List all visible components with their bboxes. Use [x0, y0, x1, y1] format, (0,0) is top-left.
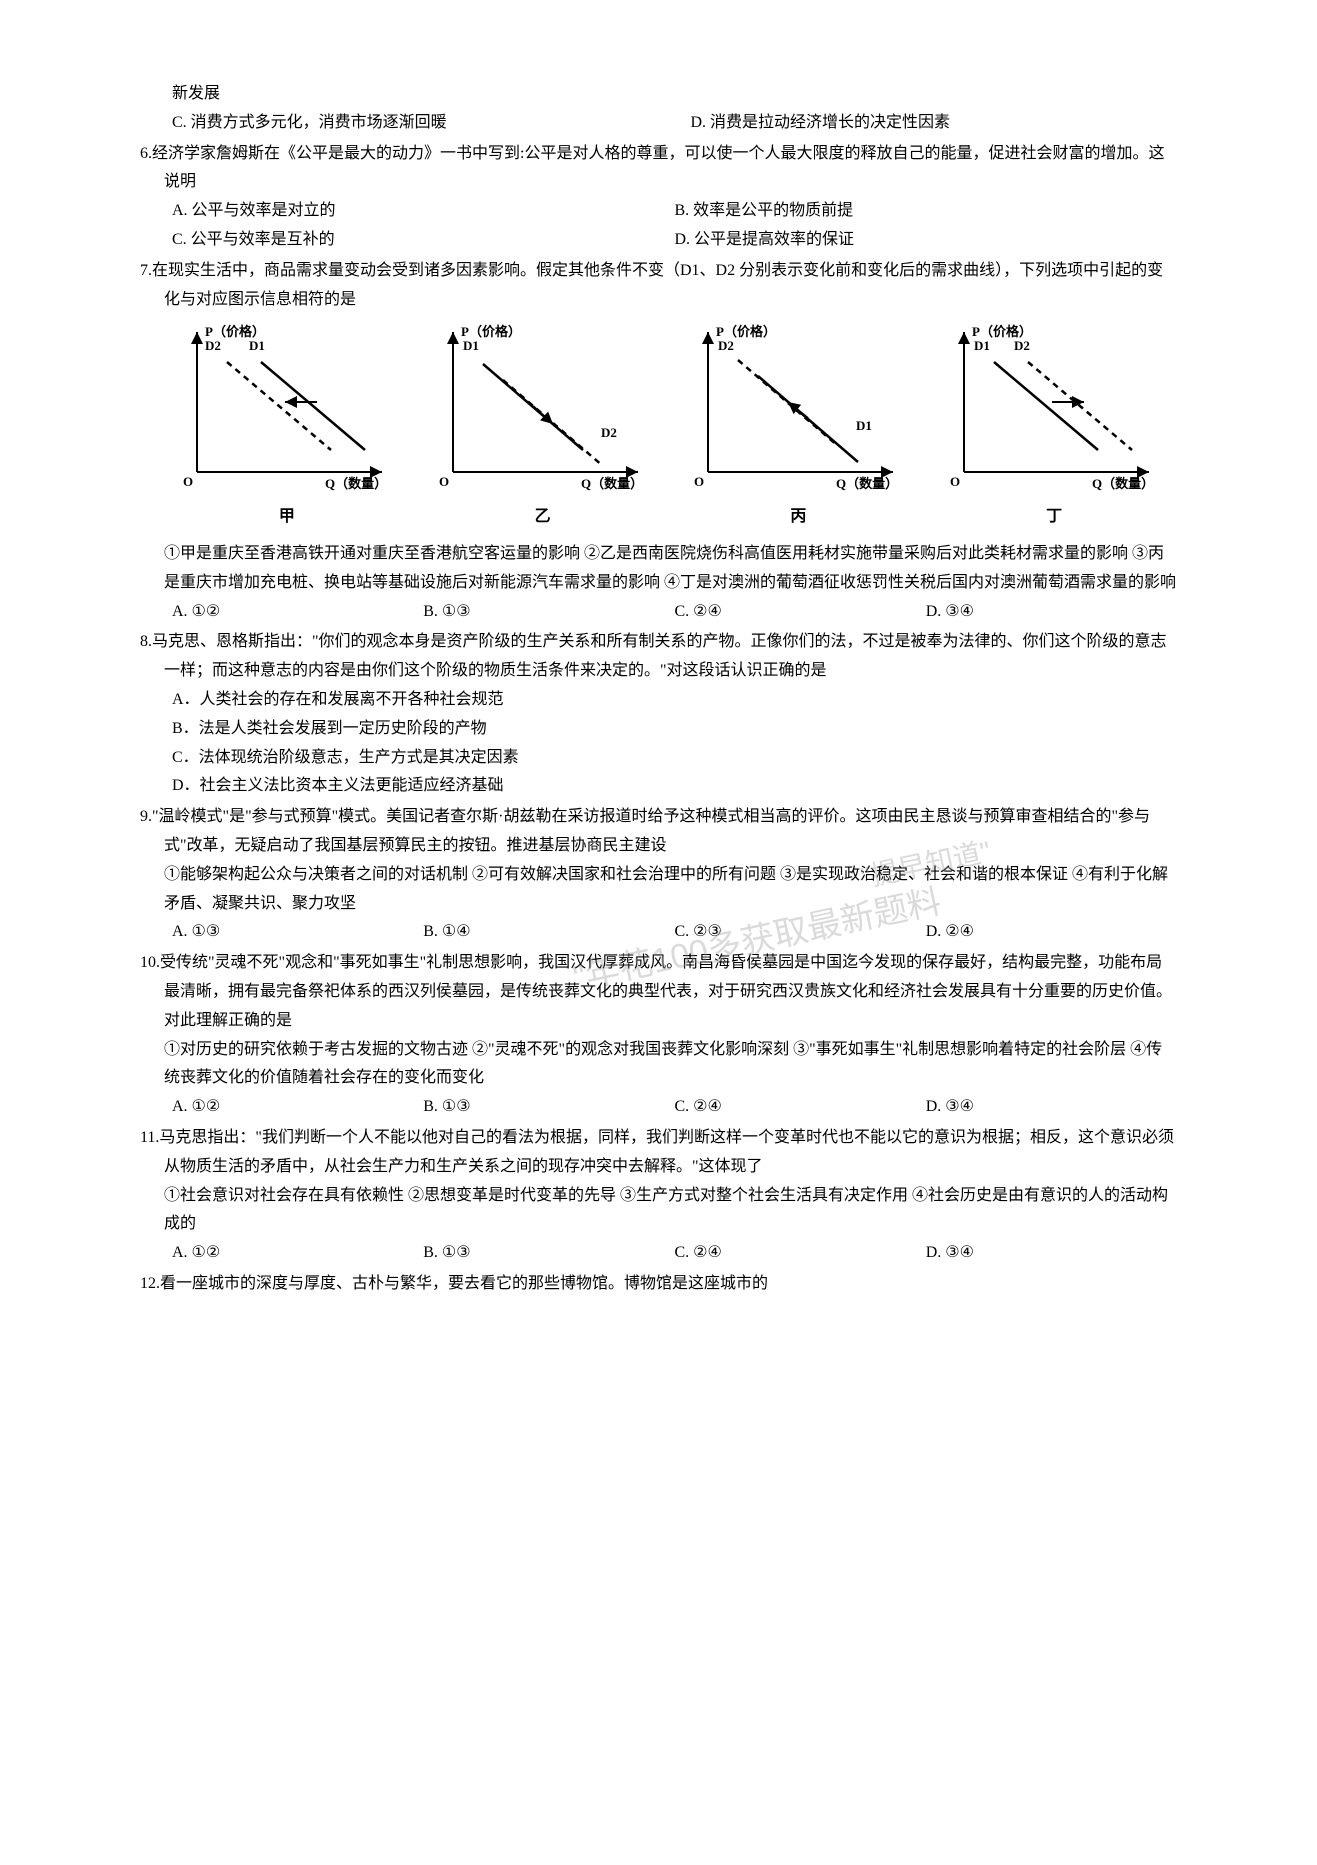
- question-5-continuation: 新发展 C. 消费方式多元化，消费市场逐渐回暖 D. 消费是拉动经济增长的决定性…: [140, 80, 1177, 138]
- q6-option-d: D. 公平是提高效率的保证: [675, 226, 1178, 255]
- svg-text:D2: D2: [601, 425, 617, 440]
- q5-option-c: C. 消费方式多元化，消费市场逐渐回暖: [172, 109, 675, 138]
- q7-option-a: A. ①②: [172, 598, 423, 627]
- q11-option-a: A. ①②: [172, 1239, 423, 1268]
- svg-text:P（价格）: P（价格）: [716, 324, 776, 339]
- q7-chart-label-yi: 乙: [433, 503, 653, 532]
- q10-items: ①对历史的研究依赖于考古发掘的文物古迹 ②"灵魂不死"的观念对我国丧葬文化影响深…: [140, 1036, 1177, 1094]
- svg-text:O: O: [183, 474, 193, 489]
- q10-option-b: B. ①③: [423, 1093, 674, 1122]
- svg-text:Q（数量）: Q（数量）: [581, 476, 643, 491]
- svg-text:D1: D1: [974, 338, 990, 353]
- question-12: 12.看一座城市的深度与厚度、古朴与繁华，要去看它的那些博物馆。博物馆是这座城市…: [140, 1270, 1177, 1299]
- svg-text:O: O: [950, 474, 960, 489]
- q7-chart-label-bing: 丙: [688, 503, 908, 532]
- q6-option-a: A. 公平与效率是对立的: [172, 197, 675, 226]
- q7-stem: 7.在现实生活中，商品需求量变动会受到诸多因素影响。假定其他条件不变（D1、D2…: [140, 257, 1177, 315]
- q9-option-a: A. ①③: [172, 918, 423, 947]
- q11-option-b: B. ①③: [423, 1239, 674, 1268]
- q9-stem: 9."温岭模式"是"参与式预算"模式。美国记者查尔斯·胡兹勒在采访报道时给予这种…: [140, 803, 1177, 861]
- q8-stem: 8.马克思、恩格斯指出："你们的观念本身是资产阶级的生产关系和所有制关系的产物。…: [140, 628, 1177, 686]
- q10-stem: 10.受传统"灵魂不死"观念和"事死如事生"礼制思想影响，我国汉代厚葬成风。南昌…: [140, 949, 1177, 1035]
- svg-text:Q（数量）: Q（数量）: [1092, 476, 1154, 491]
- svg-text:Q（数量）: Q（数量）: [325, 476, 387, 491]
- q7-chart-bing: P（价格） Q（数量） O D1 D2 丙: [688, 322, 908, 532]
- q7-chart-ding: P（价格） Q（数量） O D1 D2 丁: [944, 322, 1164, 532]
- svg-text:O: O: [694, 474, 704, 489]
- question-11: 11.马克思指出："我们判断一个人不能以他对自己的看法为根据，同样，我们判断这样…: [140, 1124, 1177, 1268]
- q7-chart-jia: P（价格） Q（数量） O D1 D2 甲: [177, 322, 397, 532]
- q8-option-d: D．社会主义法比资本主义法更能适应经济基础: [140, 772, 1177, 801]
- q8-option-c: C．法体现统治阶级意志，生产方式是其决定因素: [140, 744, 1177, 773]
- q10-option-d: D. ③④: [926, 1093, 1177, 1122]
- q9-option-d: D. ②④: [926, 918, 1177, 947]
- q11-items: ①社会意识对社会存在具有依赖性 ②思想变革是时代变革的先导 ③生产方式对整个社会…: [140, 1182, 1177, 1240]
- q8-option-a: A．人类社会的存在和发展离不开各种社会规范: [140, 686, 1177, 715]
- svg-text:D1: D1: [463, 338, 479, 353]
- q7-option-c: C. ②④: [675, 598, 926, 627]
- svg-text:P（价格）: P（价格）: [972, 324, 1032, 339]
- q7-charts-row: P（价格） Q（数量） O D1 D2 甲 P（价格） Q（数量） O D1 D2 乙 P（价格） Q…: [140, 314, 1177, 540]
- question-8: 8.马克思、恩格斯指出："你们的观念本身是资产阶级的生产关系和所有制关系的产物。…: [140, 628, 1177, 801]
- svg-text:D1: D1: [249, 338, 265, 353]
- q6-option-c: C. 公平与效率是互补的: [172, 226, 675, 255]
- q7-chart-label-jia: 甲: [177, 503, 397, 532]
- q7-chart-yi: P（价格） Q（数量） O D1 D2 乙: [433, 322, 653, 532]
- question-7: 7.在现实生活中，商品需求量变动会受到诸多因素影响。假定其他条件不变（D1、D2…: [140, 257, 1177, 627]
- svg-text:D1: D1: [856, 418, 872, 433]
- q9-option-b: B. ①④: [423, 918, 674, 947]
- svg-text:Q（数量）: Q（数量）: [836, 476, 898, 491]
- question-9: 9."温岭模式"是"参与式预算"模式。美国记者查尔斯·胡兹勒在采访报道时给予这种…: [140, 803, 1177, 947]
- q10-option-a: A. ①②: [172, 1093, 423, 1122]
- q8-option-b: B．法是人类社会发展到一定历史阶段的产物: [140, 715, 1177, 744]
- q6-option-b: B. 效率是公平的物质前提: [675, 197, 1178, 226]
- q5-fragment: 新发展: [140, 80, 1177, 109]
- svg-text:P（价格）: P（价格）: [205, 324, 265, 339]
- q9-option-c: C. ②③: [675, 918, 926, 947]
- q7-items: ①甲是重庆至香港高铁开通对重庆至香港航空客运量的影响 ②乙是西南医院烧伤科高值医…: [140, 540, 1177, 598]
- q5-option-d: D. 消费是拉动经济增长的决定性因素: [675, 109, 1178, 138]
- q9-items: ①能够架构起公众与决策者之间的对话机制 ②可有效解决国家和社会治理中的所有问题 …: [140, 861, 1177, 919]
- q11-option-c: C. ②④: [675, 1239, 926, 1268]
- svg-text:O: O: [439, 474, 449, 489]
- q11-option-d: D. ③④: [926, 1239, 1177, 1268]
- svg-text:P（价格）: P（价格）: [461, 324, 521, 339]
- q12-stem: 12.看一座城市的深度与厚度、古朴与繁华，要去看它的那些博物馆。博物馆是这座城市…: [140, 1270, 1177, 1299]
- svg-text:D2: D2: [718, 338, 734, 353]
- question-6: 6.经济学家詹姆斯在《公平是最大的动力》一书中写到:公平是对人格的尊重，可以使一…: [140, 140, 1177, 255]
- q6-stem: 6.经济学家詹姆斯在《公平是最大的动力》一书中写到:公平是对人格的尊重，可以使一…: [140, 140, 1177, 198]
- q11-stem: 11.马克思指出："我们判断一个人不能以他对自己的看法为根据，同样，我们判断这样…: [140, 1124, 1177, 1182]
- q7-option-b: B. ①③: [423, 598, 674, 627]
- svg-text:D2: D2: [1014, 338, 1030, 353]
- q10-option-c: C. ②④: [675, 1093, 926, 1122]
- question-10: 10.受传统"灵魂不死"观念和"事死如事生"礼制思想影响，我国汉代厚葬成风。南昌…: [140, 949, 1177, 1122]
- q7-chart-label-ding: 丁: [944, 503, 1164, 532]
- svg-text:D2: D2: [205, 338, 221, 353]
- q7-option-d: D. ③④: [926, 598, 1177, 627]
